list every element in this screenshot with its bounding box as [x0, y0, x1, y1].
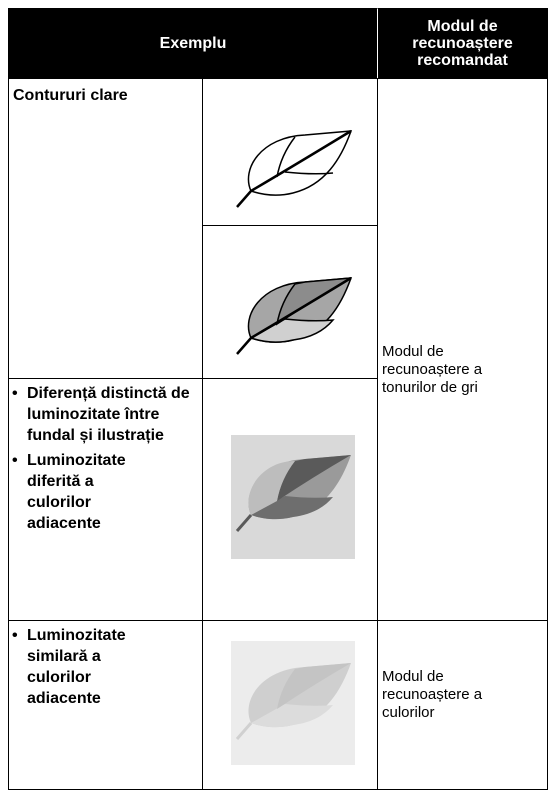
leaf-gray [236, 276, 353, 355]
header-cell: Exemplu [8, 8, 378, 79]
example-cell: Diferență distinctă de luminozitate într… [8, 378, 203, 621]
mode-cell: Modul de recunoaștere a culorilor [377, 620, 548, 790]
bullet: Luminozitate diferită a culorilor adiace… [9, 450, 157, 534]
mode-cell: Modul de recunoaștere a tonurilor de gri [377, 78, 548, 621]
leaf-distinct [231, 435, 355, 559]
image-cell [202, 378, 378, 621]
bullet: Diferență distinctă de luminozitate într… [9, 383, 197, 446]
example-text: Contururi clare [13, 87, 128, 104]
mode-text: Modul de recunoaștere a culorilor [382, 668, 483, 721]
example-cell: Luminozitate similară a culorilor adiace… [8, 620, 203, 790]
example-cell: Contururi clare [8, 78, 203, 379]
leaf-similar [231, 641, 355, 765]
header-text: Modul de recunoaștere recomandat [412, 18, 513, 69]
mode-text: Modul de recunoaștere a tonurilor de gri [382, 342, 483, 396]
leaf-outline [236, 129, 353, 208]
bullet: Luminozitate similară a culorilor adiace… [9, 625, 157, 709]
image-cell [202, 620, 378, 790]
header-text: Exemplu [159, 35, 227, 52]
header-cell: Modul de recunoaștere recomandat [377, 8, 548, 79]
image-cell [202, 78, 378, 226]
image-cell [202, 225, 378, 379]
